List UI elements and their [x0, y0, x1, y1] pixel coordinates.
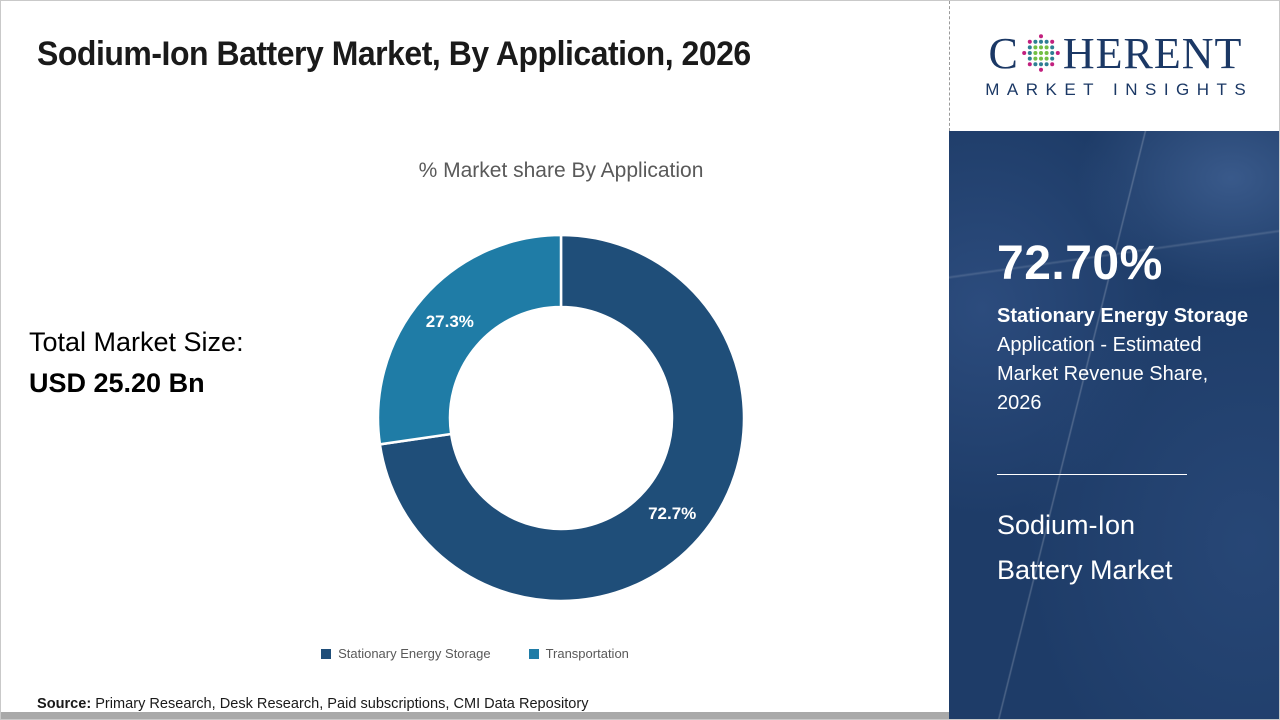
globe-dot	[1033, 62, 1038, 67]
globe-dot	[1038, 67, 1043, 72]
side-panel-content: 72.70% Stationary Energy Storage Applica…	[949, 131, 1279, 593]
globe-dot	[1038, 39, 1043, 44]
brand-letters-rest: HERENT	[1062, 29, 1243, 78]
brand-letter-c: C	[988, 29, 1019, 78]
globe-dot	[1050, 39, 1055, 44]
globe-dot	[1033, 50, 1038, 56]
stat-value: 72.70%	[997, 237, 1163, 290]
market-name-line1: Sodium-Ion	[997, 510, 1136, 540]
legend-label: Transportation	[545, 646, 629, 661]
legend-item-transportation: Transportation	[528, 646, 629, 661]
slice-percent-label: 72.7%	[648, 504, 697, 524]
panel-divider-line	[997, 474, 1187, 475]
brand-wordmark: C HERENT	[989, 32, 1243, 76]
donut-chart: 72.7% 27.3%	[371, 228, 751, 608]
globe-dot	[1044, 56, 1049, 61]
chart-legend: Stationary Energy Storage Transportation	[1, 646, 949, 661]
globe-dot	[1027, 45, 1032, 50]
globe-dot	[1038, 62, 1043, 67]
globe-dot	[1038, 50, 1043, 56]
globe-dot	[1055, 50, 1060, 56]
globe-dot	[1044, 50, 1049, 56]
chart-title: % Market share By Application	[418, 159, 704, 182]
legend-swatch-icon	[528, 648, 539, 659]
source-line: Source: Primary Research, Desk Research,…	[37, 695, 588, 712]
globe-dot	[1044, 62, 1049, 67]
market-name: Sodium-Ion Battery Market	[997, 503, 1251, 593]
side-panel: 72.70% Stationary Energy Storage Applica…	[949, 131, 1279, 719]
globe-dot	[1027, 62, 1032, 67]
globe-dot	[1050, 56, 1055, 61]
stat-description: Application - Estimated Market Revenue S…	[997, 334, 1209, 414]
brand-subtitle: MARKET INSIGHTS	[985, 80, 1254, 99]
globe-dot	[1050, 62, 1055, 67]
total-market-block: Total Market Size: USD 25.20 Bn	[29, 327, 244, 399]
page-title: Sodium-Ion Battery Market, By Applicatio…	[37, 35, 751, 73]
globe-dot	[1027, 56, 1032, 61]
total-market-value: USD 25.20 Bn	[29, 368, 205, 398]
globe-dot	[1033, 39, 1038, 44]
stat-segment-name: Stationary Energy Storage	[997, 305, 1249, 327]
globe-dot	[1027, 39, 1032, 44]
legend-swatch-icon	[321, 648, 332, 659]
globe-dot	[1033, 56, 1038, 61]
brand-logo: C HERENT MARKET INSIGHTS	[950, 1, 1279, 131]
slice-percent-label: 27.3%	[425, 311, 474, 331]
globe-dot	[1038, 45, 1043, 50]
dotted-globe-icon	[1022, 34, 1060, 72]
source-text: Primary Research, Desk Research, Paid su…	[91, 695, 589, 712]
world-map-texture	[949, 131, 1279, 719]
donut-slice-transportation	[376, 233, 563, 446]
header-dashed-divider	[949, 1, 950, 131]
legend-label: Stationary Energy Storage	[338, 646, 491, 661]
globe-dot	[1038, 56, 1043, 61]
globe-dot	[1038, 34, 1043, 39]
globe-dot	[1044, 45, 1049, 50]
globe-dot	[1044, 39, 1049, 44]
source-label: Source:	[37, 695, 92, 712]
globe-dot	[1022, 50, 1027, 56]
market-name-line2: Battery Market	[997, 555, 1173, 585]
bottom-gray-strip	[1, 712, 949, 719]
globe-dot	[1033, 45, 1038, 50]
globe-dot	[1050, 45, 1055, 50]
legend-item-stationary-energy-storage: Stationary Energy Storage	[321, 646, 491, 661]
globe-dot	[1027, 50, 1032, 56]
donut-slice-stationary-energy-storage	[378, 233, 746, 603]
total-market-label: Total Market Size:	[29, 327, 244, 357]
globe-dot	[1050, 50, 1055, 56]
